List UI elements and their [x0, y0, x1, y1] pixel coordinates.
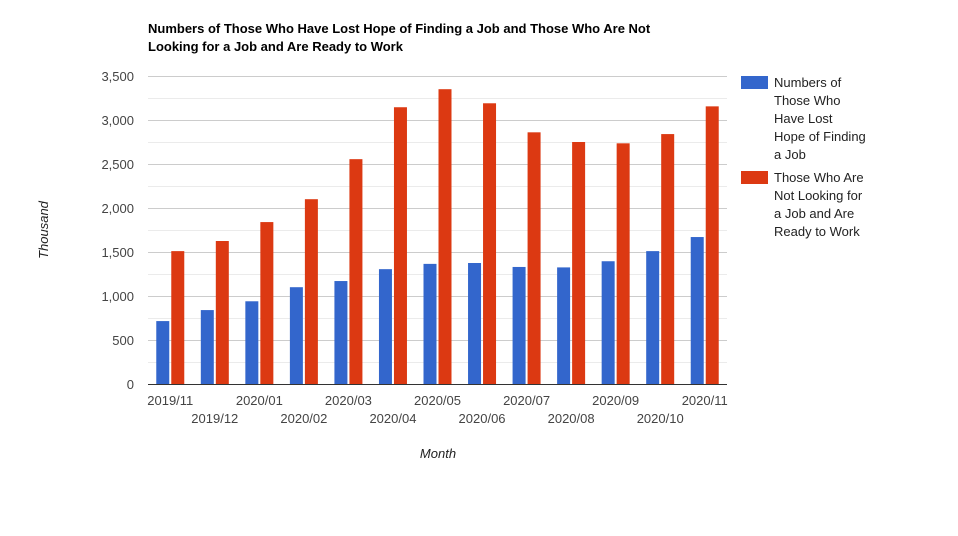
x-tick-label: 2019/12: [191, 411, 238, 426]
legend-swatch: [741, 171, 768, 184]
bar-not-looking-2020-08: [572, 142, 586, 384]
bar-not-looking-2020-05: [438, 89, 452, 384]
gridlines: [148, 76, 727, 363]
y-tick-label: 0: [127, 377, 134, 392]
legend-label: a Job and Are: [774, 206, 854, 221]
bar-not-looking-2020-09: [616, 143, 630, 384]
bar-lost-hope-2020-06: [468, 263, 482, 384]
x-tick-label: 2020/10: [637, 411, 684, 426]
y-axis-ticks: 0 500 1,000 1,500 2,000 2,500 3,000 3,500: [101, 69, 134, 392]
y-tick-label: 3,500: [101, 69, 134, 84]
legend-label: Have Lost: [774, 111, 833, 126]
bar-not-looking-2020-01: [260, 222, 274, 384]
x-tick-label: 2020/02: [280, 411, 327, 426]
bar-lost-hope-2020-05: [423, 263, 437, 384]
bar-not-looking-2020-06: [483, 103, 497, 384]
legend: Numbers of Those Who Have Lost Hope of Find…: [741, 75, 866, 239]
x-tick-label: 2020/06: [459, 411, 506, 426]
bar-not-looking-2020-07: [527, 132, 541, 384]
x-tick-label: 2020/01: [236, 393, 283, 408]
bar-not-looking-2020-04: [393, 107, 407, 385]
bar-lost-hope-2020-03: [334, 281, 348, 384]
x-tick-label: 2020/09: [592, 393, 639, 408]
chart-title-line-2: Looking for a Job and Are Ready to Work: [148, 39, 404, 54]
y-tick-label: 1,000: [101, 289, 134, 304]
x-tick-label: 2019/11: [147, 393, 193, 408]
bar-not-looking-2020-11: [705, 106, 719, 385]
legend-label: Not Looking for: [774, 188, 863, 203]
legend-label: a Job: [774, 147, 806, 162]
legend-label: Those Who Are: [774, 170, 864, 185]
y-tick-label: 3,000: [101, 113, 134, 128]
y-tick-label: 2,500: [101, 157, 134, 172]
y-tick-label: 1,500: [101, 245, 134, 260]
legend-label: Those Who: [774, 93, 840, 108]
y-tick-label: 2,000: [101, 201, 134, 216]
chart-title: Numbers of Those Who Have Lost Hope of F…: [148, 21, 651, 54]
x-axis-title: Month: [420, 446, 456, 461]
bar-lost-hope-2020-09: [601, 261, 615, 384]
bar-lost-hope-2020-11: [690, 237, 704, 384]
x-tick-label: 2020/11: [682, 393, 728, 408]
x-tick-label: 2020/04: [369, 411, 416, 426]
x-axis-ticks: 2019/11 2019/12 2020/01 2020/02 2020/03 2020/…: [147, 393, 727, 426]
legend-swatch: [741, 76, 768, 89]
chart-title-line-1: Numbers of Those Who Have Lost Hope of F…: [148, 21, 651, 36]
y-axis-title: Thousand: [36, 200, 51, 259]
y-tick-label: 500: [112, 333, 134, 348]
bar-not-looking-2020-10: [661, 134, 675, 384]
bar-lost-hope-2020-08: [557, 267, 571, 384]
bar-lost-hope-2020-04: [378, 269, 392, 384]
x-tick-label: 2020/07: [503, 393, 550, 408]
bar-lost-hope-2020-07: [512, 266, 526, 384]
bar-lost-hope-2020-10: [646, 251, 660, 384]
bar-not-looking-2020-03: [349, 159, 363, 384]
bar-lost-hope-2019-11: [156, 321, 170, 384]
bar-not-looking-2019-12: [215, 241, 229, 384]
legend-label: Hope of Finding: [774, 129, 866, 144]
bar-not-looking-2020-02: [304, 199, 318, 384]
legend-label: Numbers of: [774, 75, 842, 90]
bars: [156, 89, 719, 385]
x-tick-label: 2020/08: [548, 411, 595, 426]
legend-label: Ready to Work: [774, 224, 860, 239]
bar-lost-hope-2020-01: [245, 301, 259, 384]
x-tick-label: 2020/05: [414, 393, 461, 408]
bar-lost-hope-2020-02: [289, 287, 303, 384]
bar-lost-hope-2019-12: [200, 310, 214, 384]
x-tick-label: 2020/03: [325, 393, 372, 408]
bar-not-looking-2019-11: [171, 251, 185, 384]
